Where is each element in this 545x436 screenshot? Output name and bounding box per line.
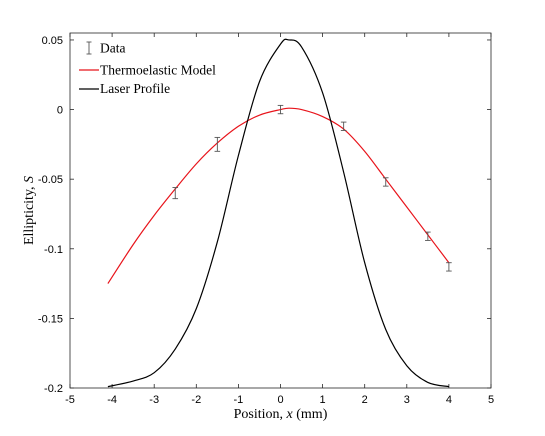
y-tick-label: -0.1 bbox=[44, 244, 63, 256]
laser-profile-line bbox=[107, 38, 450, 388]
y-axis-label-prefix: Ellipticity, bbox=[22, 183, 37, 245]
y-tick-label: -0.15 bbox=[38, 313, 63, 325]
data-point-errorbar bbox=[382, 177, 389, 187]
x-tick-label: -3 bbox=[149, 394, 159, 406]
data-point-errorbar bbox=[446, 262, 452, 272]
x-tick-label: 0 bbox=[277, 394, 283, 406]
x-axis-label-suffix: (mm) bbox=[293, 407, 328, 422]
data-point-errorbar bbox=[214, 136, 221, 152]
x-axis-label-prefix: Position, bbox=[234, 407, 287, 422]
y-tick-label: 0.05 bbox=[42, 35, 63, 47]
x-tick-label: -5 bbox=[65, 394, 75, 406]
x-tick-label: -2 bbox=[191, 394, 201, 406]
errorbar-layer bbox=[172, 104, 452, 272]
y-tick-label: -0.2 bbox=[44, 383, 63, 395]
data-point-errorbar bbox=[277, 104, 284, 115]
data-point-errorbar bbox=[172, 187, 179, 200]
x-tick-label: 2 bbox=[362, 394, 368, 406]
series-layer bbox=[107, 38, 450, 388]
y-axis-ticks: 0.05 0 -0.05 -0.1 -0.15 -0.2 bbox=[38, 35, 491, 395]
x-axis-label: Position, x (mm) bbox=[234, 407, 328, 422]
legend: Data Thermoelastic Model Laser Profile bbox=[79, 41, 216, 96]
x-tick-label: -1 bbox=[234, 394, 244, 406]
x-tick-label: -4 bbox=[107, 394, 117, 406]
data-point-errorbar bbox=[425, 231, 431, 241]
y-axis-label: Ellipticity, S bbox=[22, 176, 37, 245]
x-axis-label-var: x bbox=[286, 407, 294, 422]
plot-background bbox=[70, 33, 491, 388]
x-axis-ticks: -5 -4 -3 -2 -1 0 1 2 3 4 5 bbox=[65, 33, 494, 406]
x-tick-label: 3 bbox=[404, 394, 410, 406]
x-tick-label: 4 bbox=[446, 394, 452, 406]
data-point-errorbar bbox=[340, 121, 347, 131]
legend-label-data: Data bbox=[100, 41, 125, 56]
thermoelastic-model-line bbox=[107, 107, 450, 284]
plot-frame bbox=[69, 32, 492, 389]
x-tick-label: 1 bbox=[320, 394, 326, 406]
y-tick-label: 0 bbox=[57, 105, 63, 117]
x-tick-label: 5 bbox=[488, 394, 494, 406]
legend-label-model: Thermoelastic Model bbox=[100, 63, 216, 78]
legend-label-laser: Laser Profile bbox=[100, 81, 170, 96]
y-axis-label-var: S bbox=[22, 176, 37, 183]
y-tick-label: -0.05 bbox=[38, 174, 63, 186]
legend-errorbar-symbol bbox=[86, 41, 92, 55]
